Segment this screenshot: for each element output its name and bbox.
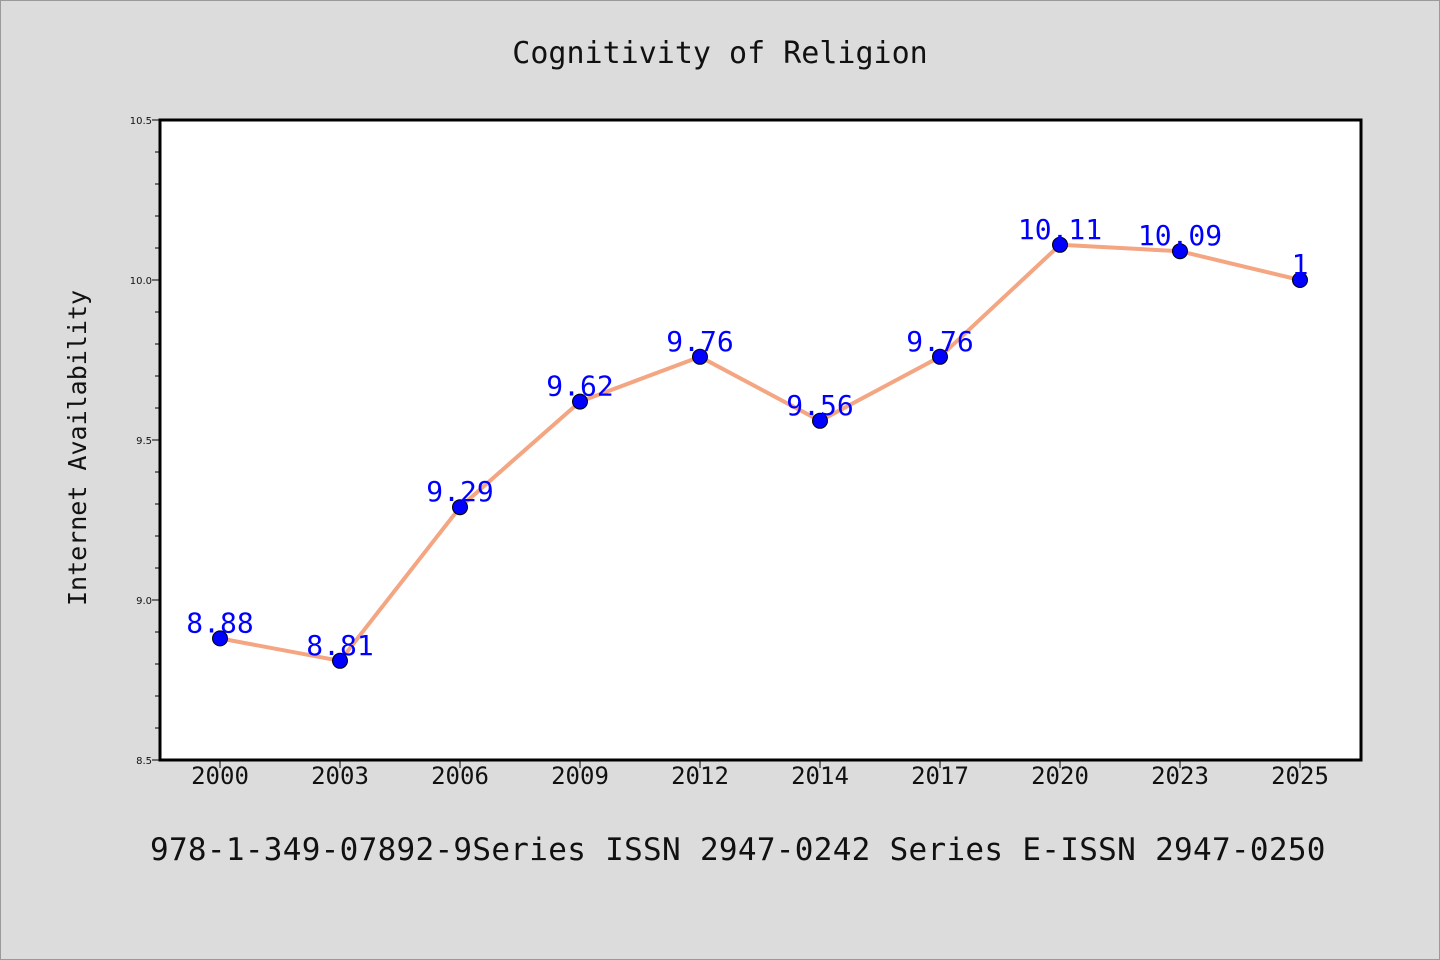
data-point (692, 348, 708, 365)
data-point (1292, 272, 1308, 288)
data-point (212, 630, 228, 647)
x-tick-label: 2003 (311, 762, 369, 790)
data-label: 8.88 (186, 606, 253, 639)
data-point (452, 499, 468, 516)
data-label: 9.76 (666, 325, 733, 358)
x-tick-label: 2020 (1031, 762, 1089, 790)
data-point (332, 652, 348, 669)
plot-area (158, 118, 1363, 762)
chart-title: Cognitivity of Religion (512, 36, 927, 71)
x-tick-label: 2023 (1151, 762, 1209, 790)
y-tick-label: 9.5 (136, 436, 152, 447)
footer-identifiers: 978-1-349-07892-9Series ISSN 2947-0242 S… (150, 832, 1326, 868)
data-label: 1 (1292, 248, 1309, 281)
data-label: 9.56 (786, 389, 853, 422)
y-tick-label: 9.0 (136, 596, 152, 607)
x-tick-label: 2009 (551, 762, 609, 790)
y-tick-label: 10.5 (130, 116, 152, 127)
data-label: 10.11 (1018, 213, 1102, 246)
y-axis-ticks: 8.5 9.0 9.5 10.0 10.5 (130, 116, 160, 767)
data-label: 9.76 (906, 325, 973, 358)
series-line (219, 242, 1301, 663)
data-point (812, 412, 828, 429)
x-tick-label: 2017 (911, 762, 969, 790)
y-tick-label: 10.0 (130, 276, 152, 287)
x-tick-label: 2025 (1271, 762, 1329, 790)
x-tick-label: 2000 (191, 762, 249, 790)
data-label: 9.29 (426, 475, 493, 508)
data-point (1172, 243, 1188, 260)
data-point (1052, 236, 1068, 253)
data-label: 10.09 (1138, 219, 1222, 252)
data-point (932, 348, 948, 365)
data-label: 8.81 (306, 629, 373, 662)
series-layer: 8.88 8.81 9.29 9.62 9.76 9.56 9.76 10.11 10.09 1 (186, 213, 1308, 669)
x-tick-label: 2012 (671, 762, 729, 790)
y-tick-label: 8.5 (136, 756, 152, 767)
data-label: 9.62 (546, 370, 613, 403)
data-point (572, 393, 588, 410)
x-tick-label: 2014 (791, 762, 849, 790)
x-tick-label: 2006 (431, 762, 489, 790)
y-axis-label: Internet Availability (63, 290, 92, 606)
x-axis-ticks: 2000 2003 2006 2009 2012 2014 2017 2020 2023 2025 (191, 760, 1329, 790)
